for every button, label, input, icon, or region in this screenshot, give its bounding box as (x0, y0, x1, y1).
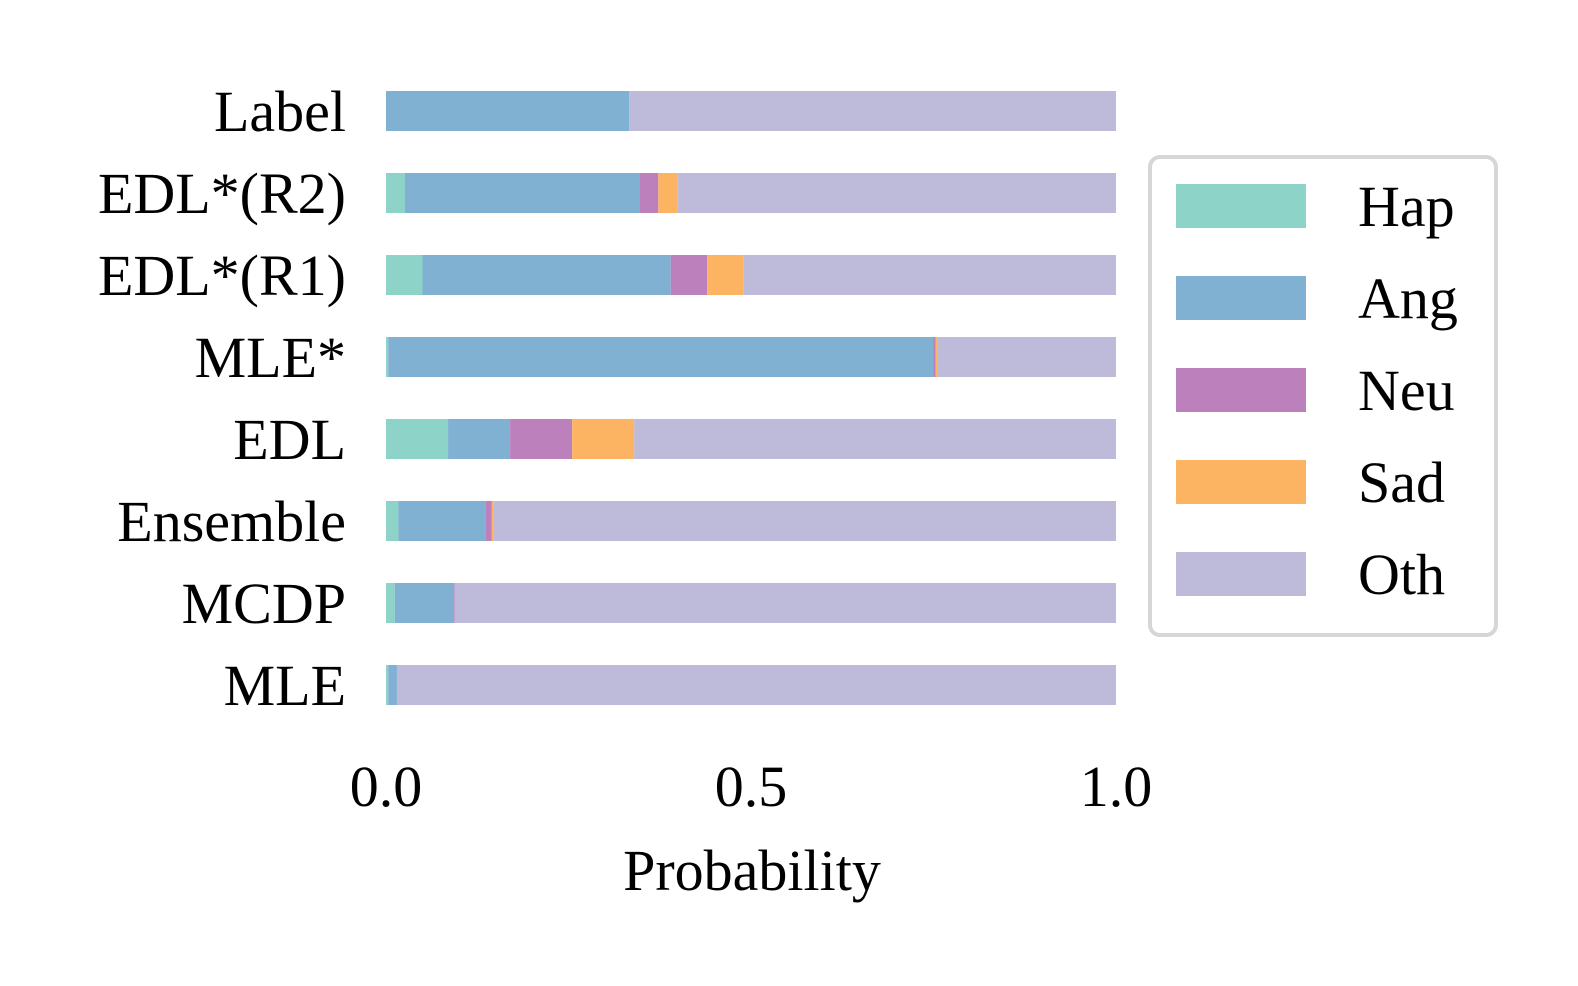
bar-edl-r2-neu (639, 173, 659, 213)
legend-swatch-oth (1176, 552, 1306, 596)
bar-edl-r1-neu (670, 255, 708, 295)
legend-swatch-sad (1176, 460, 1306, 504)
legend-label-hap: Hap (1358, 174, 1455, 239)
bar-edl-r1-sad (707, 255, 744, 295)
bar-label-oth (629, 91, 1116, 131)
legend-label-oth: Oth (1358, 542, 1445, 607)
bar-mcdp-hap (386, 583, 395, 623)
y-tick-label-mcdp: MCDP (182, 571, 346, 636)
bar-ensemble-hap (386, 501, 399, 541)
bar-ensemble-ang (398, 501, 487, 541)
bar-ensemble-oth (494, 501, 1116, 541)
legend-label-neu: Neu (1358, 358, 1455, 423)
bar-edl-sad (572, 419, 635, 459)
bar-edl-ang (448, 419, 511, 459)
legend-label-ang: Ang (1358, 266, 1458, 331)
x-tick-label-1-0: 1.0 (1080, 754, 1153, 819)
bar-mle-neu (933, 337, 936, 377)
bar-mle-oth (396, 665, 1116, 705)
bar-edl-neu (510, 419, 573, 459)
x-tick-label-0-5: 0.5 (715, 754, 788, 819)
bar-mle-hap (386, 665, 389, 705)
bar-edl-hap (386, 419, 449, 459)
legend-label-sad: Sad (1358, 450, 1445, 515)
bar-edl-r2-ang (404, 173, 640, 213)
bar-ensemble-sad (491, 501, 495, 541)
legend-swatch-neu (1176, 368, 1306, 412)
bar-mle-sad (935, 337, 938, 377)
y-tick-label-edl-r2: EDL*(R2) (98, 161, 346, 226)
x-tick-label-0-0: 0.0 (350, 754, 423, 819)
bar-edl-r1-ang (422, 255, 671, 295)
bar-label-ang (386, 91, 630, 131)
bars-layer (386, 91, 1116, 705)
y-tick-label-ensemble: Ensemble (117, 489, 346, 554)
y-tick-label-edl-r1: EDL*(R1) (98, 243, 346, 308)
bar-mle-hap (386, 337, 389, 377)
bar-mcdp-ang (394, 583, 454, 623)
bar-ensemble-neu (486, 501, 492, 541)
bar-mle-ang (388, 665, 397, 705)
y-tick-labels: Label EDL*(R2) EDL*(R1) MLE* EDL Ensemble MCDP… (98, 79, 346, 718)
x-tick-labels: 0.0 0.5 1.0 (350, 754, 1153, 819)
bar-edl-r2-oth (677, 173, 1116, 213)
y-tick-label-label: Label (214, 79, 346, 144)
bar-edl-r1-oth (743, 255, 1116, 295)
bar-mcdp-neu (453, 583, 455, 623)
bar-edl-oth (634, 419, 1116, 459)
bar-edl-r2-hap (386, 173, 405, 213)
legend-swatch-ang (1176, 276, 1306, 320)
bar-edl-r2-sad (658, 173, 678, 213)
bar-edl-r1-hap (386, 255, 423, 295)
y-tick-label-mle: MLE (224, 653, 346, 718)
bar-mle-ang (388, 337, 934, 377)
x-axis-title: Probability (623, 838, 881, 903)
y-tick-label-mle: MLE* (195, 325, 346, 390)
legend-swatch-hap (1176, 184, 1306, 228)
y-tick-label-edl: EDL (233, 407, 346, 472)
legend: Hap Ang Neu Sad Oth (1148, 155, 1498, 637)
bar-mcdp-oth (454, 583, 1116, 623)
bar-mle-oth (937, 337, 1116, 377)
